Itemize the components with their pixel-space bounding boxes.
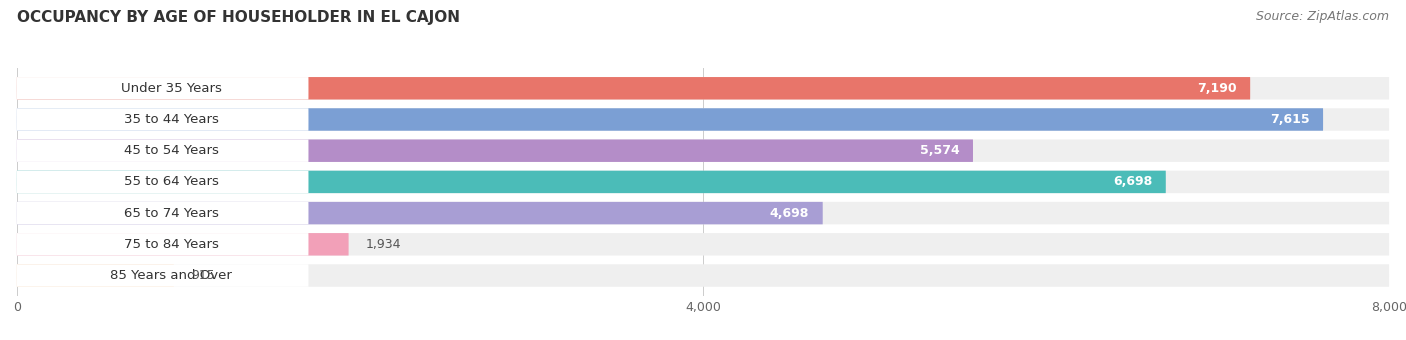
FancyBboxPatch shape — [17, 264, 174, 287]
Text: 75 to 84 Years: 75 to 84 Years — [124, 238, 219, 251]
FancyBboxPatch shape — [17, 233, 349, 256]
Text: 6,698: 6,698 — [1112, 175, 1152, 188]
FancyBboxPatch shape — [17, 77, 308, 100]
FancyBboxPatch shape — [17, 171, 308, 193]
FancyBboxPatch shape — [17, 202, 823, 224]
Text: 5,574: 5,574 — [920, 144, 959, 157]
FancyBboxPatch shape — [17, 202, 308, 224]
Text: 915: 915 — [191, 269, 215, 282]
Text: 1,934: 1,934 — [366, 238, 401, 251]
FancyBboxPatch shape — [17, 108, 1389, 131]
FancyBboxPatch shape — [17, 139, 973, 162]
Text: 45 to 54 Years: 45 to 54 Years — [124, 144, 219, 157]
FancyBboxPatch shape — [17, 202, 1389, 224]
FancyBboxPatch shape — [17, 108, 1323, 131]
Text: 85 Years and Over: 85 Years and Over — [111, 269, 232, 282]
FancyBboxPatch shape — [17, 108, 308, 131]
FancyBboxPatch shape — [17, 233, 308, 256]
Text: 65 to 74 Years: 65 to 74 Years — [124, 207, 219, 220]
Text: Source: ZipAtlas.com: Source: ZipAtlas.com — [1256, 10, 1389, 23]
Text: 4,698: 4,698 — [769, 207, 808, 220]
FancyBboxPatch shape — [17, 171, 1166, 193]
FancyBboxPatch shape — [17, 139, 308, 162]
Text: 35 to 44 Years: 35 to 44 Years — [124, 113, 219, 126]
Text: Under 35 Years: Under 35 Years — [121, 82, 222, 95]
Text: 7,615: 7,615 — [1270, 113, 1309, 126]
Text: OCCUPANCY BY AGE OF HOUSEHOLDER IN EL CAJON: OCCUPANCY BY AGE OF HOUSEHOLDER IN EL CA… — [17, 10, 460, 25]
FancyBboxPatch shape — [17, 264, 1389, 287]
FancyBboxPatch shape — [17, 139, 1389, 162]
Text: 7,190: 7,190 — [1197, 82, 1236, 95]
FancyBboxPatch shape — [17, 171, 1389, 193]
FancyBboxPatch shape — [17, 77, 1389, 100]
FancyBboxPatch shape — [17, 77, 1250, 100]
Text: 55 to 64 Years: 55 to 64 Years — [124, 175, 219, 188]
FancyBboxPatch shape — [17, 264, 308, 287]
FancyBboxPatch shape — [17, 233, 1389, 256]
